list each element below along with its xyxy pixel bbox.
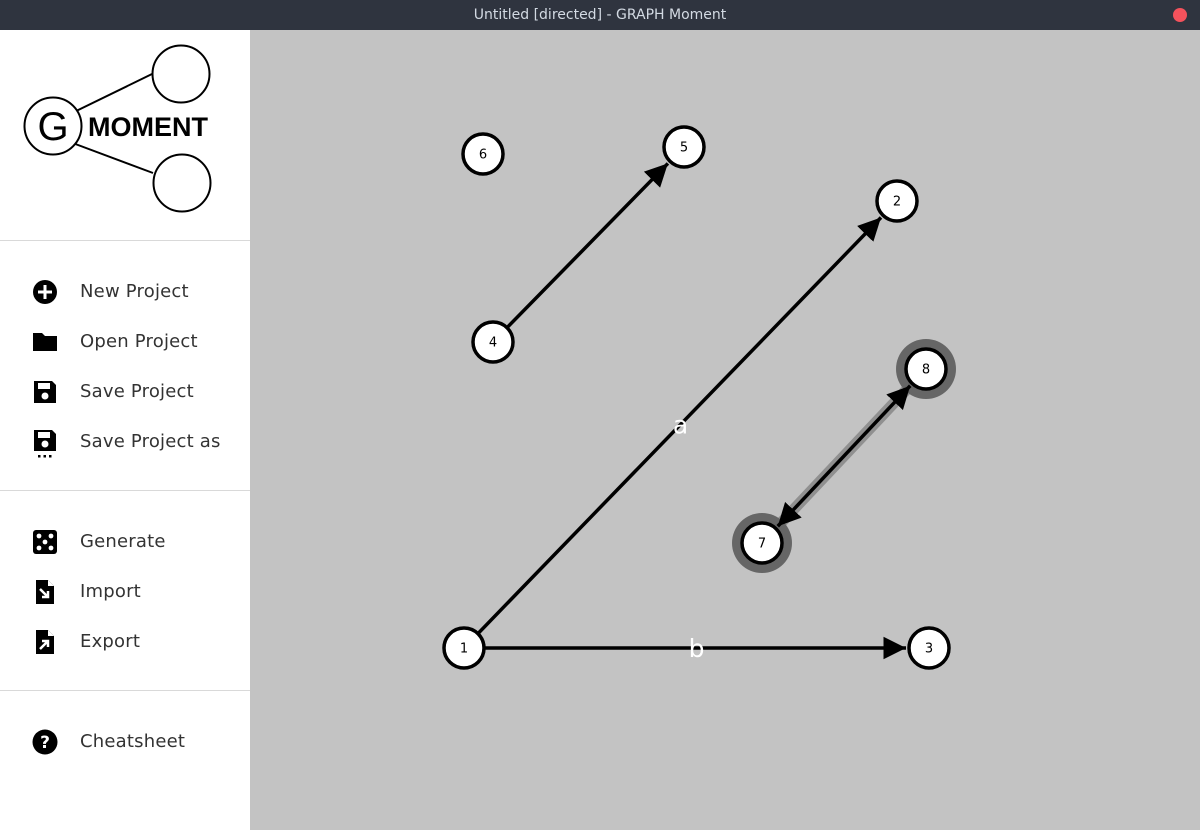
save-project-as-label: Save Project as [80, 430, 221, 452]
menu-divider [0, 490, 250, 491]
menu-divider [0, 690, 250, 691]
edge-4-5[interactable] [504, 162, 670, 331]
graph-canvas[interactable]: 1 2 3 4 5 6 7 8 a b [250, 30, 1200, 830]
node-circle [471, 320, 515, 364]
save-project-label: Save Project [80, 380, 194, 402]
cheatsheet-button[interactable]: ? Cheatsheet [0, 719, 250, 763]
node-circle [442, 626, 486, 670]
edge-label: a [673, 411, 688, 440]
open-project-button[interactable]: Open Project [0, 319, 250, 363]
folder-icon [33, 333, 57, 351]
export-button[interactable]: Export [0, 619, 250, 663]
graph-node-6[interactable]: 6 [461, 132, 505, 176]
graph-drawing[interactable]: 1 2 3 4 5 6 7 8 a b [250, 30, 1200, 830]
dice-icon [33, 530, 57, 554]
new-project-label: New Project [80, 280, 189, 302]
node-label: 3 [925, 642, 933, 657]
cheatsheet-label: Cheatsheet [80, 730, 186, 752]
node-label: 7 [758, 537, 766, 552]
logo-letter: G [37, 105, 68, 149]
import-label: Import [80, 580, 141, 602]
node-label: 5 [680, 141, 688, 156]
app-logo: G MOMENT [0, 30, 250, 240]
graph-node-3[interactable]: 3 [907, 626, 951, 670]
node-circle [740, 521, 784, 565]
export-label: Export [80, 630, 141, 652]
new-project-button[interactable]: New Project [0, 269, 250, 313]
edge-1-2[interactable] [475, 216, 883, 637]
node-label: 1 [460, 642, 468, 657]
sidebar: G MOMENT New Project Open Project Save P… [0, 30, 250, 830]
question-circle-icon: ? [32, 729, 58, 755]
node-circle [907, 626, 951, 670]
floppy-disk-icon [34, 381, 56, 403]
node-circle [662, 125, 706, 169]
save-project-button[interactable]: Save Project [0, 369, 250, 413]
floppy-disk-dots-icon [34, 430, 56, 458]
graph-node-1[interactable]: 1 [442, 626, 486, 670]
graph-node-2[interactable]: 2 [875, 179, 919, 223]
node-label: 4 [489, 336, 497, 351]
graph-node-7[interactable]: 7 [740, 521, 784, 565]
file-import-icon [36, 580, 54, 604]
close-window-button[interactable] [1173, 8, 1187, 22]
node-label: 2 [893, 195, 901, 210]
title-bar: Untitled [directed] - GRAPH Moment [0, 0, 1200, 30]
generate-label: Generate [80, 530, 166, 552]
node-circle [461, 132, 505, 176]
graph-node-4[interactable]: 4 [471, 320, 515, 364]
node-label: 6 [479, 148, 487, 163]
generate-button[interactable]: Generate [0, 519, 250, 563]
window-title: Untitled [directed] - GRAPH Moment [473, 7, 727, 23]
node-label: 8 [922, 363, 930, 378]
node-circle [875, 179, 919, 223]
svg-text:?: ? [40, 733, 50, 753]
file-export-icon [36, 630, 54, 654]
menu-divider [0, 240, 250, 241]
edge-7-8[interactable] [776, 384, 912, 528]
edge-label: b [689, 634, 705, 663]
import-button[interactable]: Import [0, 569, 250, 613]
plus-circle-icon [33, 280, 57, 304]
graph-node-8[interactable]: 8 [904, 347, 948, 391]
node-circle [904, 347, 948, 391]
save-project-as-button[interactable]: Save Project as [0, 419, 250, 463]
logo-word: MOMENT [88, 112, 208, 142]
graph-node-5[interactable]: 5 [662, 125, 706, 169]
open-project-label: Open Project [80, 330, 198, 352]
